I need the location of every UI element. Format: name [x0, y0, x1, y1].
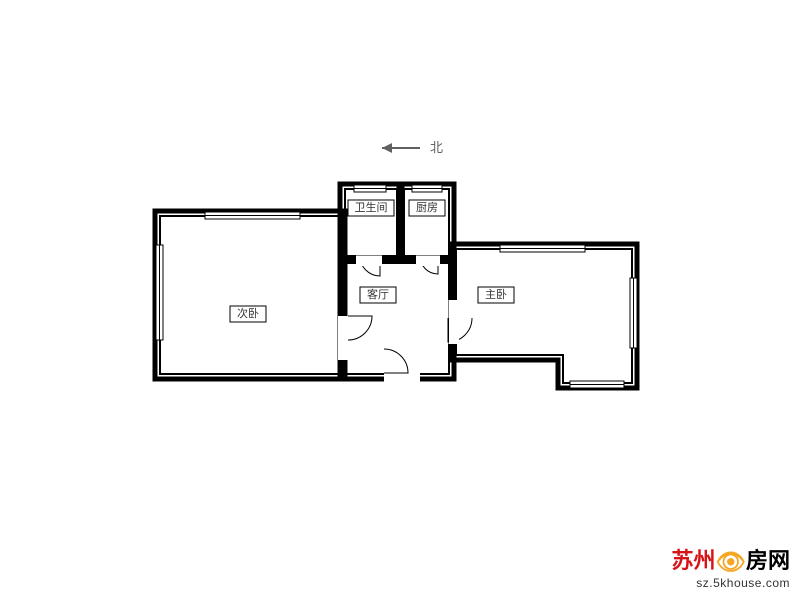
watermark-dot-icon: 👁	[716, 549, 746, 576]
watermark-brand: 苏州👁房网	[672, 548, 791, 574]
second-bedroom: 次卧	[155, 211, 349, 379]
kitchen-label: 厨房	[416, 201, 438, 214]
watermark-url: sz.5khouse.com	[672, 577, 791, 590]
north-label: 北	[430, 140, 443, 155]
living-room-label: 客厅	[367, 287, 389, 301]
watermark-part1: 苏州	[672, 548, 716, 573]
door-to-second-bedroom	[348, 316, 372, 340]
bathroom-label: 卫生间	[355, 200, 388, 214]
master-bedroom-label: 主卧	[485, 288, 507, 301]
watermark: 苏州👁房网 sz.5khouse.com	[672, 548, 791, 590]
entry-door	[384, 349, 408, 373]
north-arrow: 北	[382, 140, 443, 155]
watermark-part2: 房网	[746, 548, 790, 573]
second-bedroom-label: 次卧	[237, 306, 259, 320]
master-bedroom: 主卧	[449, 244, 637, 388]
floor-plan-canvas: 北 次卧 卫生间	[0, 0, 800, 600]
